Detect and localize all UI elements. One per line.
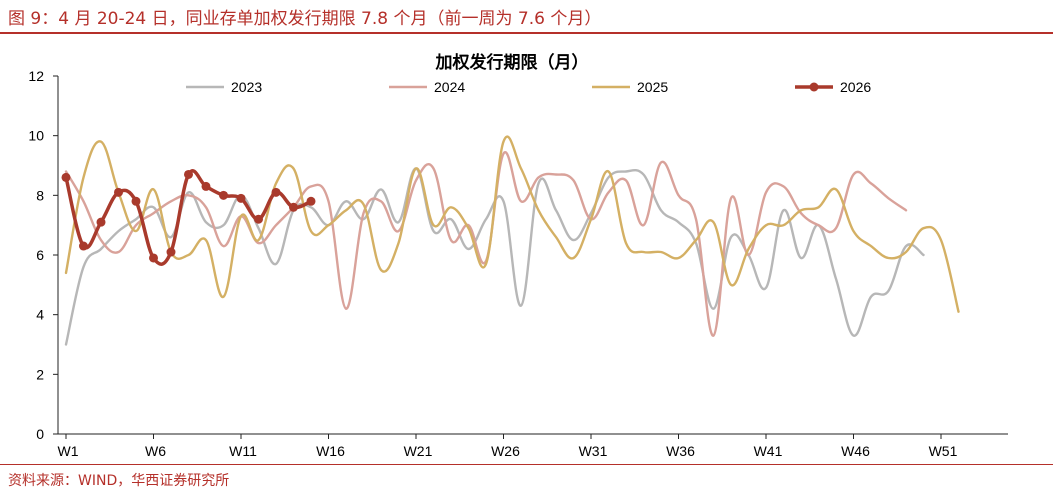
legend-label-2024: 2024 [434, 79, 465, 95]
bottom-rule [0, 464, 1053, 465]
y-tick-label: 4 [36, 307, 44, 323]
series-point-2026 [166, 247, 176, 257]
series-layer [61, 135, 960, 346]
x-tick-label: W1 [58, 443, 79, 459]
series-point-2026 [149, 253, 158, 263]
x-tick-label: W51 [929, 443, 958, 459]
series-point-2026 [79, 241, 88, 251]
x-tick-label: W6 [145, 443, 166, 459]
x-axis-ticks: W1 W6 W11 W16 W21 W26 W31 W36 W41 W46 W51 [58, 434, 958, 459]
series-point-2026 [271, 187, 281, 197]
top-rule [0, 32, 1053, 34]
series-line-2023 [64, 167, 925, 346]
x-tick-label: W26 [491, 443, 520, 459]
series-point-2026 [131, 196, 141, 206]
series-point-2026 [254, 214, 263, 224]
legend: 2023 2024 2025 2026 [186, 79, 871, 95]
y-tick-label: 0 [36, 426, 44, 442]
x-tick-label: W36 [666, 443, 695, 459]
series-point-2026 [61, 172, 71, 182]
series-point-2026 [306, 196, 316, 206]
y-axis-ticks: 0 2 4 6 8 10 12 [28, 68, 58, 442]
x-tick-label: W16 [316, 443, 345, 459]
y-tick-label: 6 [36, 247, 44, 263]
legend-label-2025: 2025 [637, 79, 668, 95]
series-line-2025 [64, 135, 960, 313]
series-point-2026 [236, 193, 246, 203]
series-point-2026 [289, 202, 298, 212]
legend-label-2026: 2026 [840, 79, 871, 95]
source-note: 资料来源：WIND，华西证券研究所 [8, 473, 230, 489]
x-tick-label: W41 [754, 443, 783, 459]
y-tick-label: 8 [36, 187, 44, 203]
y-tick-label: 2 [36, 366, 44, 382]
series-point-2026 [184, 169, 193, 179]
legend-label-2023: 2023 [231, 79, 262, 95]
series-point-2026 [201, 181, 211, 191]
legend-marker-2026 [809, 82, 819, 92]
x-tick-label: W46 [841, 443, 870, 459]
series-point-2026 [219, 190, 228, 200]
chart-title: 加权发行期限（月） [435, 52, 589, 73]
y-tick-label: 12 [28, 68, 44, 84]
x-tick-label: W21 [404, 443, 433, 459]
series-line-2024 [64, 151, 908, 337]
series-point-2026 [96, 217, 106, 227]
series-point-2026 [114, 187, 123, 197]
figure-caption: 图 9：4 月 20-24 日，同业存单加权发行期限 7.8 个月（前一周为 7… [8, 9, 602, 29]
x-tick-label: W11 [229, 443, 257, 459]
y-tick-label: 10 [28, 128, 44, 144]
x-tick-label: W31 [579, 443, 608, 459]
